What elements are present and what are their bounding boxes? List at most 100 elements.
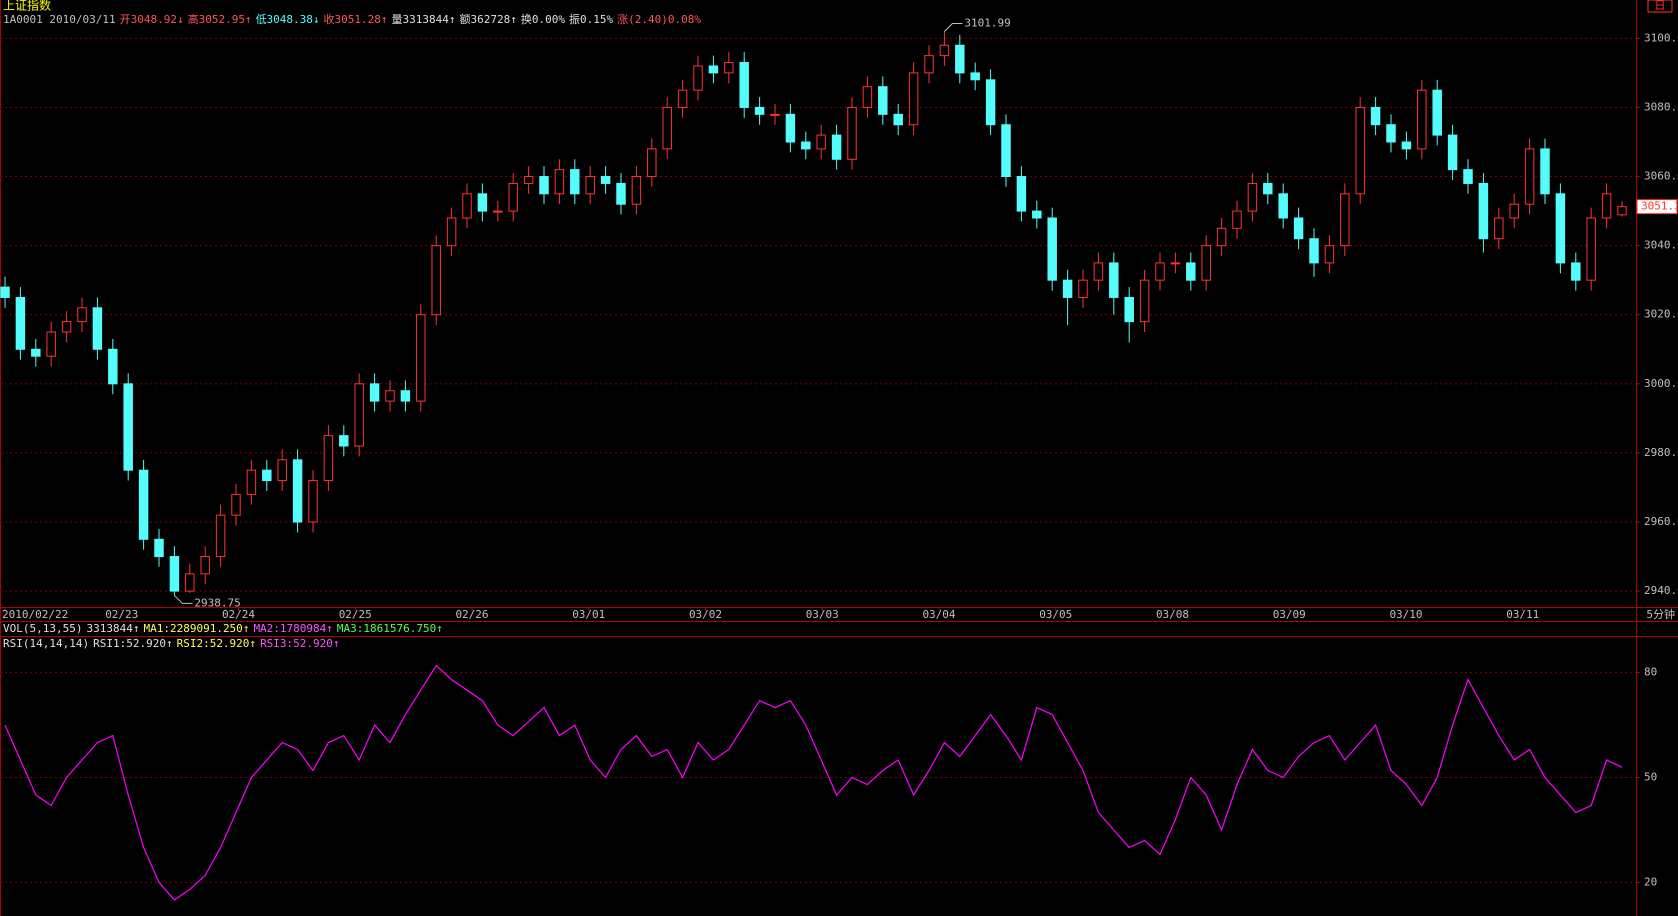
candle-body: [1278, 193, 1288, 219]
candle-body: [754, 106, 765, 115]
quote-header: 1A0001 2010/03/11 开3048.92↓ 高3052.95↑ 低3048…: [3, 12, 701, 26]
candle-body: [1370, 106, 1381, 126]
candle-body: [1201, 245, 1211, 281]
candle-body: [585, 176, 595, 195]
candle-body: [1216, 227, 1227, 247]
candle-body: [1124, 296, 1134, 323]
candle-body: [1062, 279, 1073, 298]
x-tick-label: 03/08: [1156, 608, 1189, 621]
candle-body: [1001, 124, 1011, 178]
candle-body: [431, 245, 441, 316]
candle-body: [831, 134, 842, 160]
candle-body: [1047, 217, 1057, 281]
y-tick-label: 2980.0: [1644, 446, 1678, 459]
header-item: 低3048.38↓: [256, 13, 320, 26]
x-tick-label: 02/25: [339, 608, 372, 621]
candle-body: [1232, 210, 1242, 229]
y-tick-label: 3080.0: [1644, 100, 1678, 113]
min-annotation: 2938.75: [194, 596, 240, 609]
period-button[interactable]: 日: [1655, 0, 1666, 12]
candle-body: [446, 217, 457, 247]
candle-body: [1263, 182, 1273, 195]
header-item: 量3313844↑: [392, 13, 456, 26]
header-item: RSI(14,14,14): [3, 637, 89, 650]
candle-body: [369, 383, 380, 402]
candle-body: [677, 89, 688, 108]
last-price-label: 3051.3: [1641, 200, 1678, 213]
candle-body: [77, 307, 87, 323]
x-tick-label: 03/02: [689, 608, 722, 621]
header-item: 额362728↑: [460, 13, 517, 26]
max-annotation: 3101.99: [964, 16, 1010, 29]
annotation-leader: [944, 22, 963, 32]
header-item: RSI3:52.920↑: [260, 637, 339, 650]
candle-body: [924, 55, 934, 74]
volume-header: VOL(5,13,55) 3313844↑ MA1:2289091.250↑ MA2:…: [3, 622, 443, 635]
header-item: 1A0001 2010/03/11: [3, 13, 116, 26]
y-tick-label: 2960.0: [1644, 515, 1678, 528]
candle-body: [1032, 210, 1042, 219]
candle-body: [770, 113, 780, 116]
header-item: 高3052.95↑: [188, 12, 252, 26]
y-tick-label: 3060.0: [1644, 170, 1678, 183]
x-tick-label: 02/24: [222, 608, 255, 621]
candle-body: [600, 176, 611, 184]
candle-body: [308, 480, 318, 523]
candle-body: [200, 556, 210, 575]
candle-body: [724, 62, 734, 74]
header-item: 开3048.92↓: [120, 13, 184, 26]
candle-body: [15, 296, 26, 350]
candle-body: [1432, 89, 1442, 136]
candle-body: [323, 435, 334, 482]
y-tick-label: 3100.0: [1644, 31, 1678, 44]
candle-body: [1386, 124, 1396, 143]
candle-body: [662, 106, 672, 150]
y-tick-label: 3020.0: [1644, 308, 1678, 321]
candle-body: [385, 390, 395, 402]
last-price-box: [1636, 199, 1678, 215]
candle-body: [46, 331, 56, 357]
header-item: RSI2:52.920↑: [177, 637, 256, 650]
candle-body: [1509, 203, 1519, 219]
candle-body: [739, 62, 749, 108]
period-button-box[interactable]: [1647, 0, 1673, 13]
candle-body: [31, 348, 41, 357]
period-label: 5分钟: [1646, 607, 1675, 621]
candle-body: [631, 176, 642, 205]
candle-body: [1293, 217, 1304, 240]
header-item: VOL(5,13,55): [3, 622, 82, 635]
x-tick-label: 2010/02/22: [2, 608, 68, 621]
candle-body: [1540, 148, 1550, 195]
candle-body: [647, 148, 657, 178]
candle-body: [1155, 262, 1165, 281]
candle-body: [185, 573, 195, 592]
y-tick-label: 50: [1644, 771, 1657, 784]
candle-body: [1139, 279, 1150, 323]
candle-body: [108, 348, 118, 385]
header-item: MA1:2289091.250↑: [143, 622, 249, 635]
x-tick-label: 03/03: [806, 608, 839, 621]
candle-body: [1463, 169, 1473, 184]
candle-body: [1555, 193, 1566, 264]
candle-body: [246, 469, 257, 495]
candle-body: [970, 72, 980, 81]
candle-body: [908, 72, 919, 126]
candle-body: [1401, 141, 1412, 150]
candle-body: [169, 556, 180, 592]
candle-body: [400, 390, 411, 402]
candle-body: [616, 182, 626, 205]
candle-body: [1247, 182, 1258, 212]
candle-body: [123, 383, 133, 471]
y-tick-label: 3000.0: [1644, 377, 1678, 390]
candle-body: [801, 141, 811, 150]
candle-body: [462, 193, 472, 219]
header-item: 换0.00%: [521, 12, 565, 26]
candle-body: [1601, 193, 1612, 219]
x-tick-label: 03/04: [922, 608, 955, 621]
candle-body: [508, 182, 518, 212]
header-item: 收3051.28↑: [324, 12, 388, 26]
candle-body: [1586, 217, 1596, 281]
candle-body: [785, 113, 796, 143]
candle-body: [416, 314, 426, 402]
